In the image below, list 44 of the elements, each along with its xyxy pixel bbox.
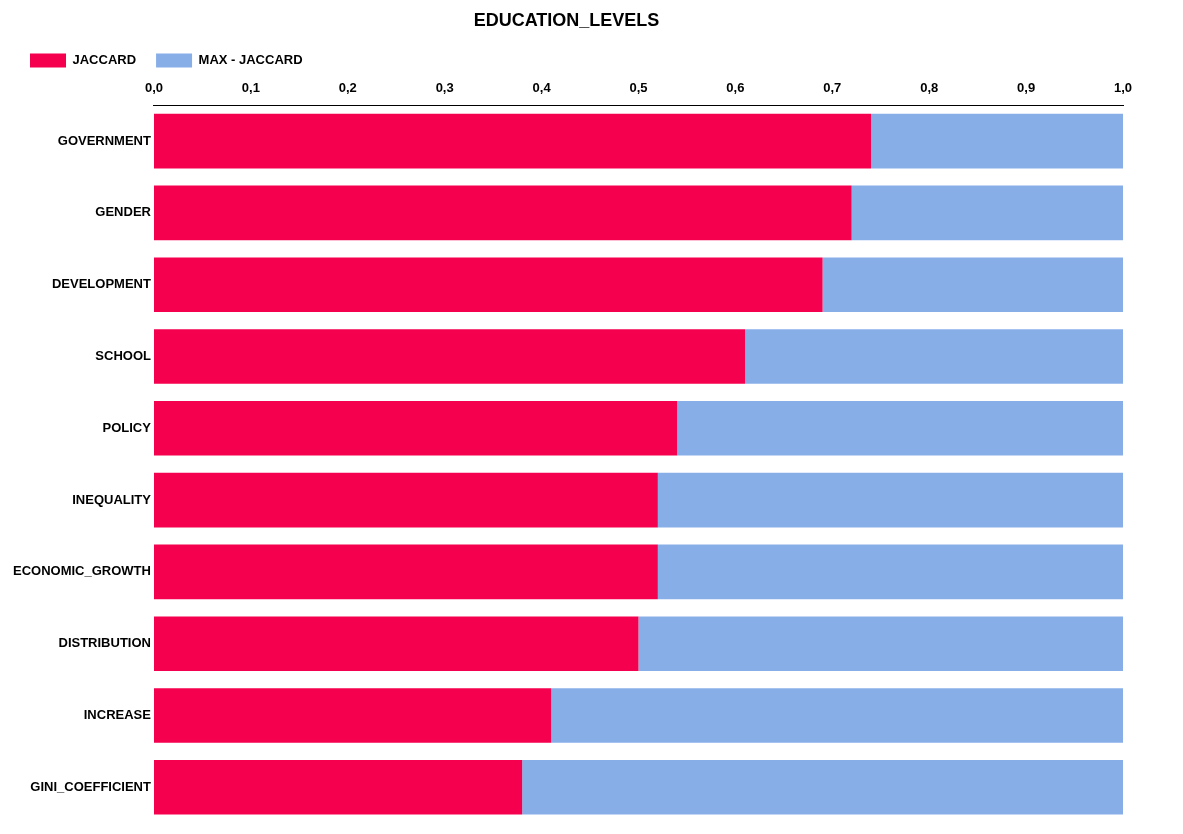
y-tick-label: ECONOMIC_GROWTH bbox=[12, 563, 151, 579]
legend-label: JACCARD bbox=[72, 52, 137, 68]
x-tick-label: 0,4 bbox=[532, 79, 552, 95]
bar bbox=[551, 688, 1123, 743]
y-tick-label: GOVERNMENT bbox=[57, 132, 151, 148]
bar bbox=[153, 185, 852, 241]
bar bbox=[153, 401, 678, 456]
chart-title: EDUCATION_LEVELS bbox=[473, 9, 660, 30]
bar bbox=[153, 760, 523, 815]
bar bbox=[745, 329, 1123, 384]
x-tick-label: 0,8 bbox=[920, 79, 939, 95]
bar bbox=[153, 544, 658, 600]
bar bbox=[871, 113, 1123, 169]
y-tick-label: INEQUALITY bbox=[72, 491, 152, 507]
bar bbox=[153, 472, 658, 528]
legend-label: MAX - JACCARD bbox=[198, 52, 303, 68]
bar bbox=[851, 185, 1123, 241]
x-tick-label: 0,3 bbox=[435, 79, 454, 95]
x-tick-label: 0,6 bbox=[726, 79, 745, 95]
bar bbox=[822, 257, 1123, 312]
y-tick-label: DISTRIBUTION bbox=[58, 635, 151, 651]
bar bbox=[638, 616, 1123, 671]
bar bbox=[522, 760, 1123, 815]
x-tick-label: 0,9 bbox=[1017, 79, 1036, 95]
bar bbox=[153, 616, 639, 671]
bar bbox=[153, 257, 823, 312]
x-tick-label: 0,7 bbox=[823, 79, 842, 95]
bar bbox=[153, 329, 746, 384]
x-tick-label: 1,0 bbox=[1113, 79, 1133, 95]
x-tick-label: 0,1 bbox=[241, 79, 260, 95]
y-tick-label: INCREASE bbox=[83, 707, 152, 723]
y-tick-label: GENDER bbox=[95, 204, 152, 220]
y-tick-label: DEVELOPMENT bbox=[51, 276, 151, 292]
bar bbox=[677, 401, 1123, 456]
y-tick-label: GINI_COEFFICIENT bbox=[30, 778, 151, 794]
y-tick-label: SCHOOL bbox=[95, 348, 151, 364]
bar bbox=[153, 113, 872, 169]
y-tick-label: POLICY bbox=[102, 419, 152, 435]
x-tick-label: 0,2 bbox=[338, 79, 357, 95]
bar bbox=[153, 688, 552, 743]
bar bbox=[657, 544, 1123, 600]
bar bbox=[657, 472, 1123, 528]
x-tick-label: 0,5 bbox=[629, 79, 648, 95]
x-tick-label: 0,0 bbox=[144, 79, 163, 95]
